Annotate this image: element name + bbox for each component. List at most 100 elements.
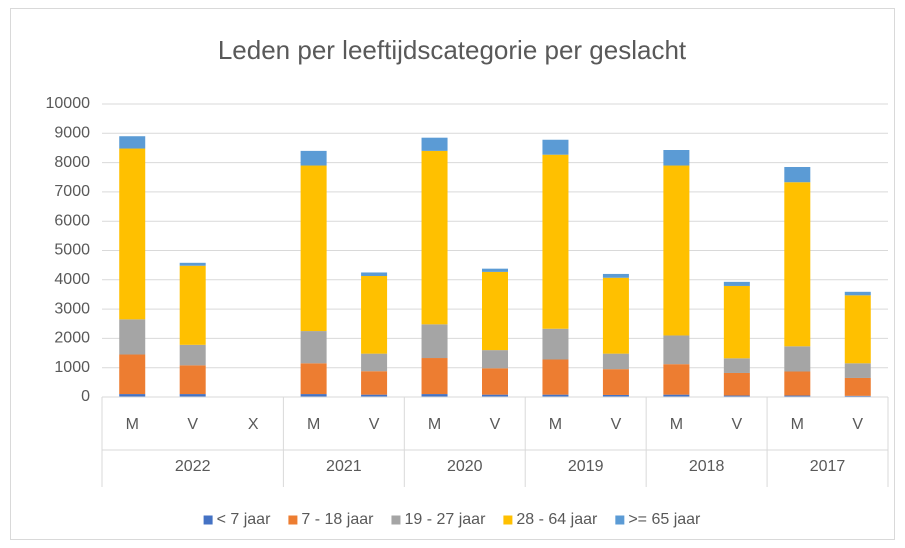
bar-segment [723,372,750,396]
chart-frame [10,8,895,540]
y-tick-label: 5000 [54,242,90,259]
y-tick-label: 6000 [54,212,90,229]
bar-segment [119,148,146,320]
y-tick-label: 1000 [54,359,90,376]
bar-segment [421,150,448,325]
bar-segment [663,165,690,336]
bar-segment [119,136,146,149]
bar-segment [784,346,811,372]
y-tick-label: 7000 [54,183,90,200]
bar-segment [784,166,811,183]
x-tick-label: V [490,416,501,433]
x-tick-label: V [611,416,622,433]
legend-label: 28 - 64 jaar [516,511,598,528]
bar-segment [421,358,448,395]
group-label: 2020 [447,458,483,475]
y-tick-label: 2000 [54,330,90,347]
bar-segment [663,335,690,365]
group-label: 2022 [175,458,211,475]
chart-title: Leden per leeftijdscategorie per geslach… [218,35,687,65]
bar-segment [482,271,508,351]
bar-segment [723,285,750,359]
group-label: 2019 [568,458,604,475]
bar-segment [542,359,569,395]
x-tick-label: X [248,416,259,433]
bar-segment [844,377,871,396]
legend-label: < 7 jaar [217,511,271,528]
bar-segment [421,137,448,151]
bar-segment [663,150,690,166]
y-tick-label: 0 [81,388,90,405]
bar-segment [844,291,871,296]
x-tick-label: V [369,416,380,433]
bar-segment [179,394,206,397]
group-label: 2017 [810,458,846,475]
x-tick-label: M [428,416,441,433]
y-tick-label: 3000 [54,300,90,317]
bar-segment [723,395,750,397]
bar-segment [844,295,871,364]
bar-segment [119,319,146,355]
bar-segment [542,328,569,360]
bar-segment [421,324,448,359]
group-label: 2018 [689,458,725,475]
bar-segment [300,363,327,395]
bar-segment [663,394,690,397]
bar-segment [602,277,629,354]
legend-label: 7 - 18 jaar [301,511,374,528]
bar-segment [482,350,508,369]
bar-segment [361,275,388,354]
bar-segment [179,262,206,266]
y-tick-label: 4000 [54,271,90,288]
bar-segment [300,394,327,397]
x-tick-label: V [852,416,863,433]
bar-segment [602,369,629,395]
bar-segment [844,395,871,397]
bar-segment [784,182,811,347]
bar-segment [300,150,327,166]
bar-segment [179,265,206,345]
bar-segment [784,371,811,396]
x-tick-label: V [187,416,198,433]
bar-segment [119,394,146,397]
bar-segment [723,281,750,286]
x-tick-label: M [126,416,139,433]
bar-segment [482,394,508,397]
bar-segment [119,354,146,395]
group-label: 2021 [326,458,362,475]
bar-segment [482,268,508,272]
y-tick-label: 9000 [54,125,90,142]
x-tick-label: M [549,416,562,433]
bar-segment [361,371,388,395]
bar-segment [300,165,327,332]
bar-segment [602,394,629,397]
bar-segment [361,394,388,397]
bar-segment [542,154,569,329]
x-tick-label: V [732,416,743,433]
legend-swatch [288,515,298,525]
x-tick-label: M [670,416,683,433]
bar-segment [482,368,508,395]
bar-segment [179,344,206,366]
legend-swatch [615,515,625,525]
bar-segment [784,395,811,397]
bar-segment [421,394,448,397]
y-tick-label: 8000 [54,154,90,171]
legend-label: >= 65 jaar [628,511,701,528]
y-tick-label: 10000 [46,95,91,112]
x-tick-label: M [307,416,320,433]
bar-segment [723,358,750,373]
bar-segment [542,394,569,397]
bar-segment [361,272,388,276]
legend-swatch [203,515,213,525]
bar-segment [179,365,206,395]
bar-segment [361,353,388,372]
bar-segment [844,363,871,378]
bar-segment [542,139,569,155]
bar-segment [602,273,629,278]
bar-segment [602,353,629,370]
x-tick-label: M [791,416,804,433]
bar-segment [300,331,327,364]
